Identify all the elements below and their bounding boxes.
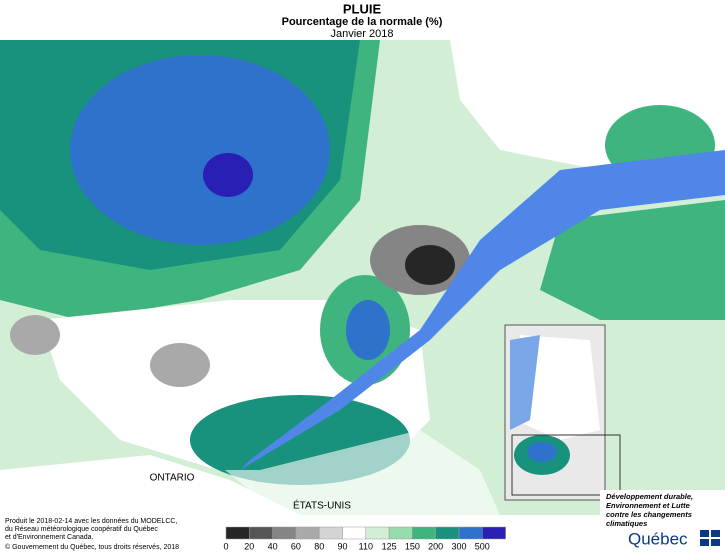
legend-swatch	[482, 526, 506, 540]
inset-map	[504, 324, 621, 501]
map: ONTARIO ÉTATS-UNIS	[0, 40, 725, 515]
period: Janvier 2018	[331, 28, 394, 40]
region-label: ÉTATS-UNIS	[293, 499, 351, 512]
legend-tick-label: 80	[314, 541, 324, 551]
legend-tick-label: 40	[268, 541, 278, 551]
logo-text: Développement durable,	[606, 492, 693, 501]
footer-line: du Réseau météorologique coopératif du Q…	[5, 526, 158, 533]
zone	[203, 153, 253, 197]
zone	[0, 455, 300, 515]
footer-line: et d'Environnement Canada.	[5, 534, 94, 541]
logo-text: Environnement et Lutte	[606, 501, 690, 510]
zone	[405, 245, 455, 285]
legend-tick-label: 110	[359, 541, 373, 551]
zone	[346, 300, 390, 360]
inset-water	[510, 335, 540, 430]
legend-tick-label: 90	[337, 541, 347, 551]
legend-tick-label: 300	[451, 541, 466, 551]
footer-line: Produit le 2018-02-14 avec les données d…	[5, 518, 177, 525]
legend-swatch	[295, 526, 320, 540]
legend-swatch	[412, 526, 436, 540]
logo-text: contre les changements	[606, 510, 692, 519]
legend-swatch	[435, 526, 460, 540]
legend-tick-label: 20	[244, 541, 254, 551]
legend-tick-label: 125	[382, 541, 397, 551]
zone	[150, 343, 210, 387]
river	[240, 150, 725, 470]
legend: 0 20 40 60 80 90 110 125 150 200 300 500	[223, 526, 506, 551]
legend-swatch	[225, 526, 250, 540]
zone	[540, 200, 725, 320]
legend-tick-label: 200	[428, 541, 443, 551]
legend-tick-label: 60	[291, 541, 301, 551]
subtitle: Pourcentage de la normale (%)	[282, 16, 443, 28]
zone	[225, 430, 500, 515]
inset-zone	[527, 442, 557, 462]
legend-swatch	[272, 526, 297, 540]
title: PLUIE	[343, 1, 382, 16]
logo-text: climatiques	[606, 519, 647, 528]
legend-tick-label: 500	[475, 541, 490, 551]
legend-tick-label: 150	[405, 541, 420, 551]
inset-extent	[511, 434, 621, 496]
logo-name: Québec	[628, 529, 688, 548]
legend-swatch	[365, 526, 390, 540]
region-label: ONTARIO	[150, 473, 195, 484]
legend-swatch	[318, 526, 343, 540]
legend-swatch	[458, 526, 483, 540]
copyright: © Gouvernement du Québec, tous droits ré…	[5, 543, 179, 551]
zone	[10, 315, 60, 355]
legend-swatch	[342, 526, 367, 540]
zone	[70, 55, 330, 245]
legend-swatch	[388, 526, 413, 540]
legend-swatch	[249, 526, 273, 540]
legend-tick-label: 0	[223, 541, 228, 551]
